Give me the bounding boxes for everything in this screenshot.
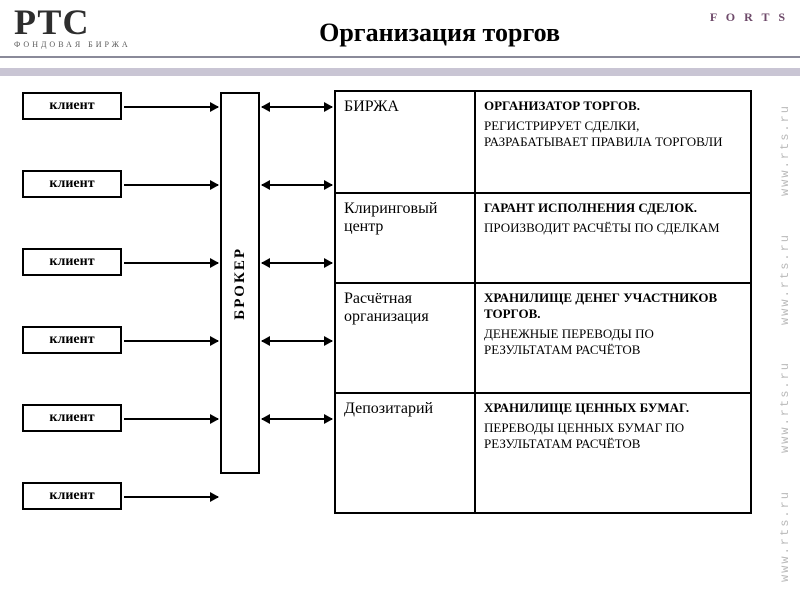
divider-band — [0, 68, 800, 76]
double-arrow-icon — [262, 106, 332, 108]
client-box: клиент — [22, 404, 122, 432]
double-arrow-icon — [262, 340, 332, 342]
client-box: клиент — [22, 248, 122, 276]
table-cell-right-text: РЕГИСТРИРУЕТ СДЕЛКИ, РАЗРАБАТЫВАЕТ ПРАВИ… — [484, 118, 742, 150]
watermark-text: www.rts.ru — [778, 233, 798, 325]
double-arrow-icon — [262, 418, 332, 420]
forts-label: F O R T S — [710, 10, 788, 25]
watermark-text: www.rts.ru — [778, 490, 798, 582]
header: РТС ФОНДОВАЯ БИРЖА F O R T S Организация… — [0, 0, 800, 74]
logo-text: РТС — [14, 6, 131, 38]
table-cell-left: БИРЖА — [336, 92, 476, 192]
watermark-text: www.rts.ru — [778, 361, 798, 453]
table-row: БИРЖА ОРГАНИЗАТОР ТОРГОВ. РЕГИСТРИРУЕТ СДЕ… — [336, 92, 750, 192]
arrow-icon — [124, 184, 218, 186]
table-cell-right-bold: ГАРАНТ ИСПОЛНЕНИЯ СДЕЛОК. — [484, 200, 742, 216]
table-cell-right: ОРГАНИЗАТОР ТОРГОВ. РЕГИСТРИРУЕТ СДЕЛКИ, … — [476, 92, 750, 192]
table-cell-left: Депозитарий — [336, 394, 476, 512]
table-cell-right-bold: ХРАНИЛИЩЕ ДЕНЕГ УЧАСТНИКОВ ТОРГОВ. — [484, 290, 742, 322]
broker-box: БРОКЕР — [220, 92, 260, 474]
table-row: Клиринговый центрГАРАНТ ИСПОЛНЕНИЯ СДЕЛО… — [336, 192, 750, 282]
table-cell-right-bold: ОРГАНИЗАТОР ТОРГОВ. — [484, 98, 742, 114]
logo: РТС ФОНДОВАЯ БИРЖА — [14, 6, 131, 49]
arrow-icon — [124, 106, 218, 108]
table-row: Депозитарий ХРАНИЛИЩЕ ЦЕННЫХ БУМАГ. ПЕРЕВО… — [336, 392, 750, 512]
page-title: Организация торгов — [319, 18, 560, 48]
table-cell-right: ГАРАНТ ИСПОЛНЕНИЯ СДЕЛОК. ПРОИЗВОДИТ РАСЧ… — [476, 194, 750, 282]
arrow-icon — [124, 496, 218, 498]
table-cell-left: Расчётная организация — [336, 284, 476, 392]
arrow-icon — [124, 340, 218, 342]
double-arrow-icon — [262, 262, 332, 264]
arrow-icon — [124, 418, 218, 420]
logo-subtext: ФОНДОВАЯ БИРЖА — [14, 40, 131, 49]
watermark-text: www.rts.ru — [778, 104, 798, 196]
divider-line — [0, 56, 800, 58]
table-cell-right-text: ПЕРЕВОДЫ ЦЕННЫХ БУМАГ ПО РЕЗУЛЬТАТАМ РАС… — [484, 420, 742, 452]
table-cell-left: Клиринговый центр — [336, 194, 476, 282]
client-box: клиент — [22, 326, 122, 354]
org-table: БИРЖА ОРГАНИЗАТОР ТОРГОВ. РЕГИСТРИРУЕТ СДЕ… — [334, 90, 752, 514]
table-cell-right: ХРАНИЛИЩЕ ЦЕННЫХ БУМАГ. ПЕРЕВОДЫ ЦЕННЫХ Б… — [476, 394, 750, 512]
client-box: клиент — [22, 482, 122, 510]
table-cell-right-text: ДЕНЕЖНЫЕ ПЕРЕВОДЫ ПО РЕЗУЛЬТАТАМ РАСЧЁТО… — [484, 326, 742, 358]
table-cell-right: ХРАНИЛИЩЕ ДЕНЕГ УЧАСТНИКОВ ТОРГОВ. ДЕНЕЖН… — [476, 284, 750, 392]
table-cell-right-text: ПРОИЗВОДИТ РАСЧЁТЫ ПО СДЕЛКАМ — [484, 220, 742, 236]
broker-label: БРОКЕР — [232, 247, 249, 320]
client-box: клиент — [22, 170, 122, 198]
table-cell-right-bold: ХРАНИЛИЩЕ ЦЕННЫХ БУМАГ. — [484, 400, 742, 416]
table-row: Расчётная организацияХРАНИЛИЩЕ ДЕНЕГ УЧА… — [336, 282, 750, 392]
diagram: БРОКЕР БИРЖА ОРГАНИЗАТОР ТОРГОВ. РЕГИСТРИР… — [0, 90, 776, 592]
double-arrow-icon — [262, 184, 332, 186]
arrow-icon — [124, 262, 218, 264]
watermark-strip: www.rts.ru www.rts.ru www.rts.ru www.rts.ru — [778, 86, 798, 600]
client-box: клиент — [22, 92, 122, 120]
